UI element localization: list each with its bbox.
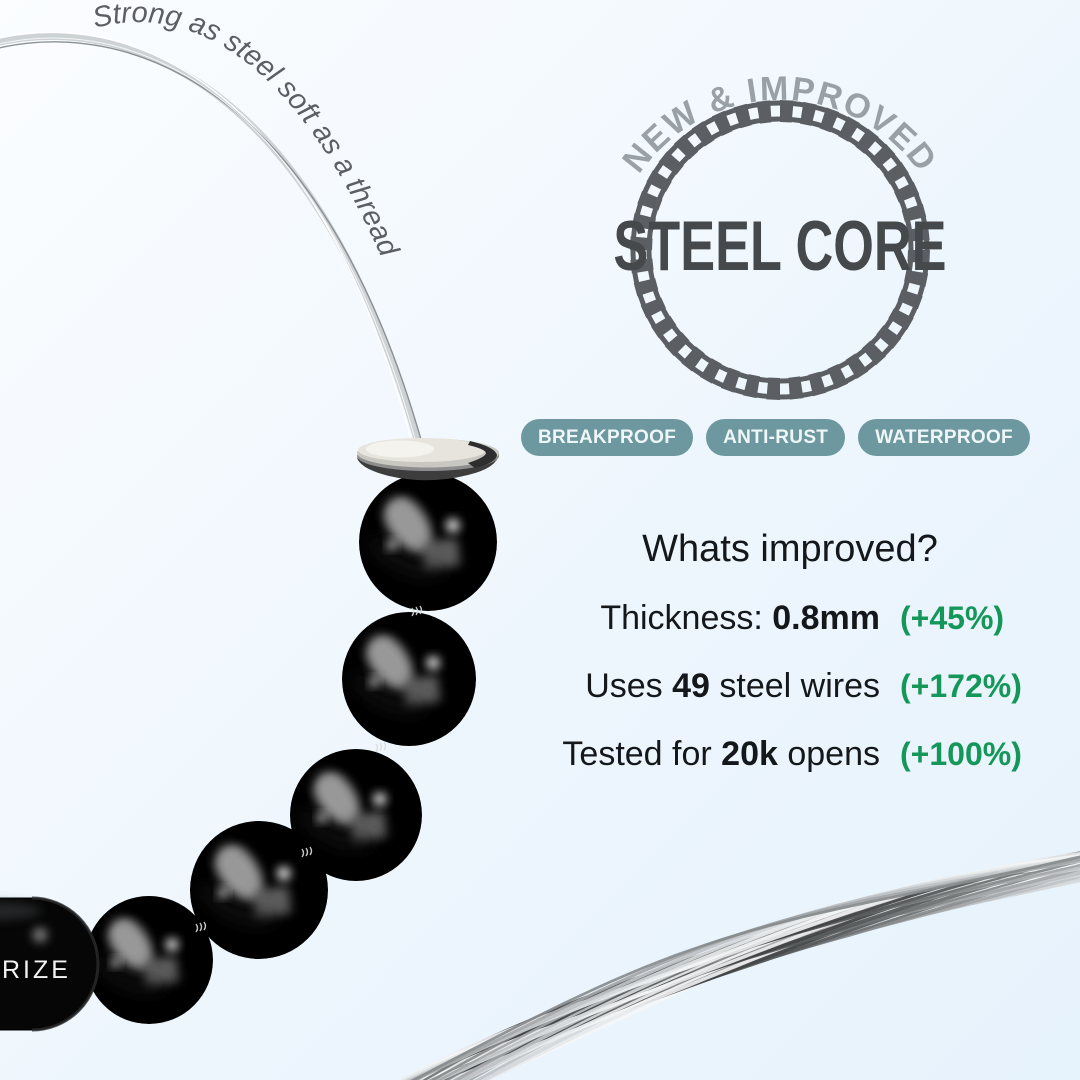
svg-text:RIZE: RIZE [2, 956, 71, 984]
svg-text:Strong as steel soft as a thre: Strong as steel soft as a thread [90, 0, 405, 262]
